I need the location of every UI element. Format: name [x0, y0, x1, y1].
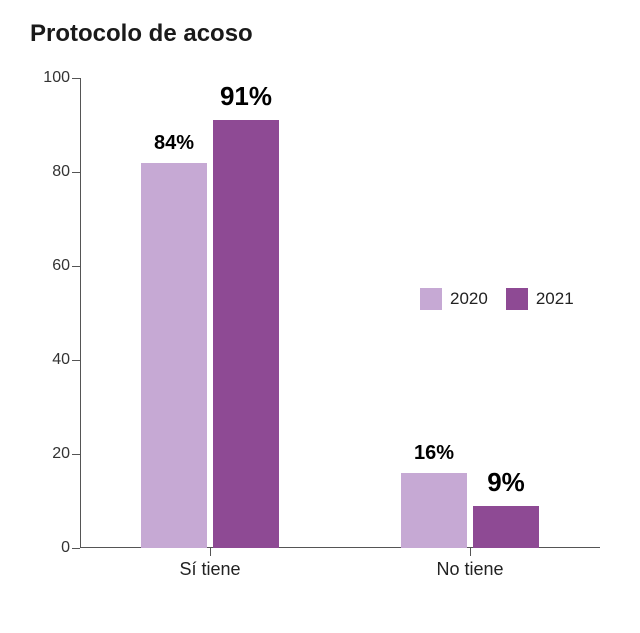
bar — [473, 506, 539, 548]
bar-value-label: 9% — [487, 467, 525, 498]
chart-area: 0 20 40 60 80 100 Sí tiene No tiene 84% 91% 16% 9% 2… — [30, 58, 610, 598]
y-tick-label: 80 — [35, 163, 70, 181]
legend-swatch — [420, 288, 442, 310]
x-tick — [210, 548, 211, 556]
legend-swatch — [506, 288, 528, 310]
plot-area: 020406080100Sí tieneNo tiene84%91%16%9%2… — [80, 78, 600, 548]
y-tick-label: 60 — [35, 257, 70, 275]
y-axis — [80, 78, 81, 548]
y-tick-label: 100 — [35, 69, 70, 87]
y-tick — [72, 78, 80, 79]
y-tick-label: 40 — [35, 351, 70, 369]
x-tick — [470, 548, 471, 556]
chart-container: Protocolo de acoso 0 20 40 60 80 100 Sí tiene N… — [0, 0, 640, 633]
y-tick-label: 0 — [35, 539, 70, 557]
y-tick — [72, 548, 80, 549]
x-category-label: No tiene — [436, 559, 503, 580]
bar — [213, 120, 279, 548]
bar-value-label: 84% — [154, 132, 194, 155]
bar-value-label: 16% — [414, 442, 454, 465]
bar — [401, 473, 467, 548]
legend-item: 2021 — [506, 288, 574, 310]
y-tick — [72, 172, 80, 173]
legend-label: 2021 — [536, 289, 574, 309]
y-tick-label: 20 — [35, 445, 70, 463]
chart-title: Protocolo de acoso — [30, 20, 610, 48]
legend-item: 2020 — [420, 288, 488, 310]
y-tick — [72, 454, 80, 455]
legend: 2020 2021 — [420, 288, 574, 310]
x-category-label: Sí tiene — [179, 559, 240, 580]
bar-value-label: 91% — [220, 81, 272, 112]
y-tick — [72, 360, 80, 361]
legend-label: 2020 — [450, 289, 488, 309]
bar — [141, 163, 207, 548]
y-tick — [72, 266, 80, 267]
